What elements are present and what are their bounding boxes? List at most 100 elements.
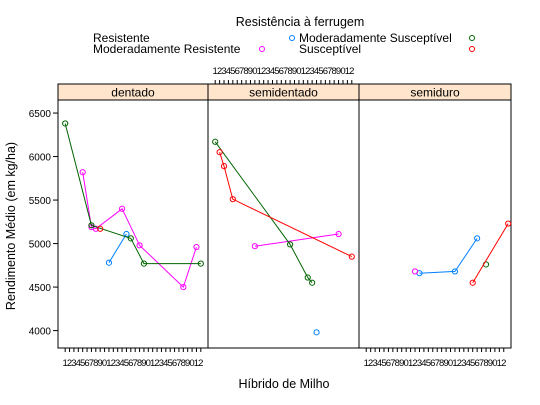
left-axis: 4000 4500 5000 5500 6000 6500 xyxy=(29,109,58,338)
series-line xyxy=(472,223,509,283)
legend-marker xyxy=(259,46,265,52)
data-point xyxy=(216,149,223,156)
x-tick-label: 6 xyxy=(386,358,391,369)
data-point xyxy=(118,205,126,212)
y-tick-label: 5000 xyxy=(29,240,52,251)
legend-marker xyxy=(289,35,295,41)
x-tick-label: 1 xyxy=(194,358,199,369)
y-tick-label: 4000 xyxy=(29,327,52,338)
x-tick-label: 9 xyxy=(399,358,404,369)
data-point xyxy=(127,235,134,242)
series xyxy=(416,235,481,277)
x-tick-label: 5 xyxy=(124,358,129,369)
data-point xyxy=(105,259,113,266)
data-point xyxy=(348,253,355,260)
x-tick-label: 1 xyxy=(452,358,457,369)
series xyxy=(62,120,204,267)
x-tick-label: 0 xyxy=(102,358,107,369)
legend-label: Resistente xyxy=(93,31,150,45)
x-tick-label: 2 xyxy=(111,358,116,369)
series xyxy=(212,138,316,286)
x-tick-label: 8 xyxy=(332,66,337,77)
x-tick-label: 3 xyxy=(115,358,120,369)
x-tick-label: 5 xyxy=(230,66,235,77)
x-tick-label: 7 xyxy=(435,358,440,369)
x-tick-label: 4 xyxy=(377,358,382,369)
x-tick-label: 0 xyxy=(296,66,301,77)
data-point xyxy=(197,260,204,267)
x-tick-label: 1 xyxy=(497,358,502,369)
x-tick-label: 8 xyxy=(243,66,248,77)
x-tick-label: 9 xyxy=(443,358,448,369)
x-tick-label: 9 xyxy=(185,358,190,369)
series-line xyxy=(254,233,339,247)
x-tick-label: 9 xyxy=(336,66,341,77)
x-tick-label: 2 xyxy=(305,66,310,77)
x-tick-label: 7 xyxy=(176,358,181,369)
data-point xyxy=(251,243,258,250)
legend: Resistência à ferrugem ResistenteModerad… xyxy=(93,15,475,56)
panel-dentado: dentado xyxy=(57,83,209,349)
data-point xyxy=(304,274,311,281)
x-tick-label: 2 xyxy=(67,358,72,369)
x-tick-label: 9 xyxy=(141,358,146,369)
series-line xyxy=(108,233,127,263)
x-tick-label: 1 xyxy=(345,66,350,77)
x-tick-label: 2 xyxy=(501,358,506,369)
x-tick-label: 3 xyxy=(372,358,377,369)
data-point xyxy=(474,235,481,242)
data-point xyxy=(287,241,294,248)
x-tick-label: 9 xyxy=(98,358,103,369)
data-point xyxy=(180,283,187,291)
x-tick-label: 1 xyxy=(213,66,218,77)
data-point xyxy=(193,243,200,251)
x-tick-label: 0 xyxy=(146,358,151,369)
x-tick-label: 9 xyxy=(292,66,297,77)
x-tick-label: 1 xyxy=(150,358,155,369)
x-tick-label: 3 xyxy=(159,358,164,369)
strip-label: semiduro xyxy=(410,86,460,100)
x-tick-label: 6 xyxy=(84,358,89,369)
x-tick-label: 7 xyxy=(327,66,332,77)
data-point xyxy=(451,268,459,275)
panels: dentado semidentado semiduro xyxy=(57,83,512,349)
x-tick-label: 2 xyxy=(412,358,417,369)
x-tick-label: 3 xyxy=(461,358,466,369)
x-tick-label: 7 xyxy=(239,66,244,77)
x-tick-label: 1 xyxy=(63,358,68,369)
x-tick-label: 4 xyxy=(76,358,81,369)
data-point xyxy=(505,220,512,227)
data-point xyxy=(88,222,95,229)
x-tick-label: 5 xyxy=(168,358,173,369)
x-tick-label: 6 xyxy=(128,358,133,369)
x-tick-label: 2 xyxy=(198,358,203,369)
x-tick-label: 5 xyxy=(274,66,279,77)
x-tick-label: 0 xyxy=(448,358,453,369)
x-axis-label: Híbrido de Milho xyxy=(238,377,329,391)
series xyxy=(79,169,200,291)
x-tick-label: 4 xyxy=(119,358,124,369)
data-point xyxy=(313,329,320,336)
strip-label: semidentado xyxy=(249,86,318,100)
x-tick-label: 9 xyxy=(248,66,253,77)
x-tick-label: 3 xyxy=(417,358,422,369)
x-tick-label: 3 xyxy=(71,358,76,369)
data-point xyxy=(335,230,342,238)
x-tick-label: 8 xyxy=(137,358,142,369)
series xyxy=(216,149,355,260)
x-tick-label: 9 xyxy=(488,358,493,369)
x-tick-label: 3 xyxy=(221,66,226,77)
data-point xyxy=(79,169,86,176)
series xyxy=(313,329,320,336)
x-tick-label: 4 xyxy=(270,66,275,77)
legend-label: Moderadamente Resistente xyxy=(93,42,241,56)
x-tick-label: 2 xyxy=(368,358,373,369)
x-tick-label: 8 xyxy=(439,358,444,369)
x-tick-label: 8 xyxy=(287,66,292,77)
x-tick-label: 6 xyxy=(474,358,479,369)
y-tick-label: 6500 xyxy=(29,109,52,120)
